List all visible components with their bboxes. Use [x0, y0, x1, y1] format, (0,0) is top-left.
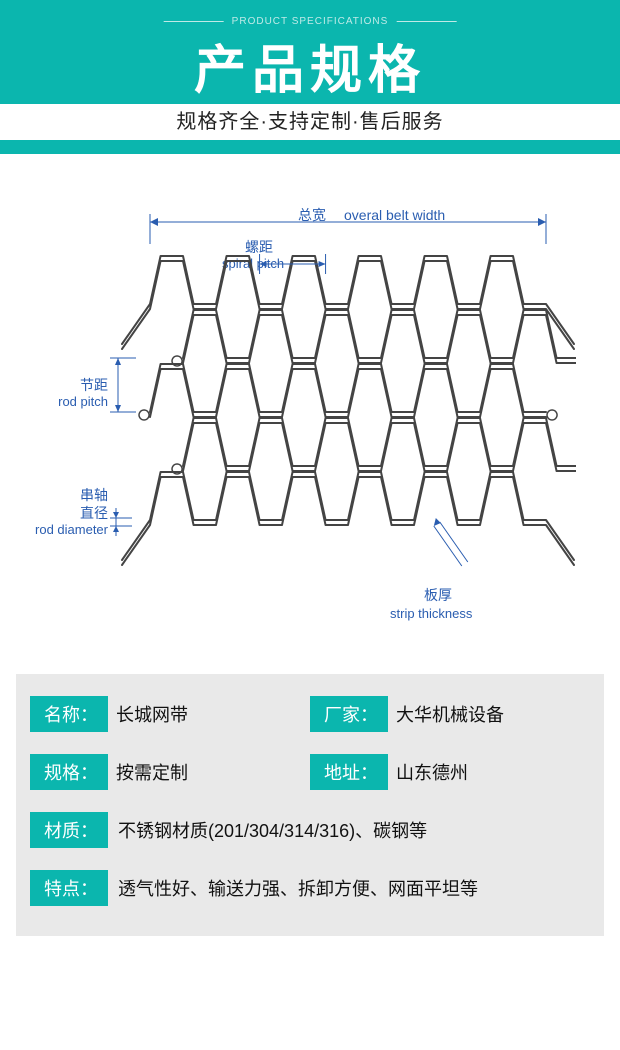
spec-value: 按需定制 — [116, 759, 188, 785]
spec-tag: 规格 — [30, 754, 108, 790]
spec-tag: 材质 — [30, 812, 108, 848]
spec-tag: 地址 — [310, 754, 388, 790]
label-rod-pitch-cn: 节距 — [38, 376, 108, 394]
spec-row-0: 名称 长城网带 厂家 大华机械设备 — [30, 696, 590, 732]
label-rod-diameter-cn2: 直径 — [42, 504, 108, 522]
label-rod-diameter-en: rod diameter — [10, 522, 108, 538]
spec-value: 大华机械设备 — [396, 701, 504, 727]
spec-row-2: 材质 不锈钢材质(201/304/314/316)、碳钢等 — [30, 812, 590, 848]
spec-tag: 厂家 — [310, 696, 388, 732]
belt-diagram-svg-wrap — [110, 214, 576, 574]
spec-tag: 特点 — [30, 870, 108, 906]
spec-row-3: 特点 透气性好、输送力强、拆卸方便、网面平坦等 — [30, 870, 590, 906]
spec-pair: 厂家 大华机械设备 — [310, 696, 590, 732]
specs-card: 名称 长城网带 厂家 大华机械设备 规格 按需定制 地址 山东德州 材质 不锈钢… — [16, 674, 604, 936]
belt-diagram-section: 总宽 overal belt width 螺距 spiral pitch 节距 … — [0, 154, 620, 634]
spec-value: 山东德州 — [396, 759, 468, 785]
label-rod-pitch-en: rod pitch — [18, 394, 108, 410]
spec-pair: 规格 按需定制 — [30, 754, 310, 790]
spec-value: 不锈钢材质(201/304/314/316)、碳钢等 — [118, 817, 427, 843]
spec-pair: 名称 长城网带 — [30, 696, 310, 732]
header-overline: PRODUCT SPECIFICATIONS — [156, 16, 465, 27]
spec-value: 透气性好、输送力强、拆卸方便、网面平坦等 — [118, 875, 478, 901]
label-strip-thickness-en: strip thickness — [390, 606, 472, 622]
spec-tag: 名称 — [30, 696, 108, 732]
spec-pair: 地址 山东德州 — [310, 754, 590, 790]
header-banner: PRODUCT SPECIFICATIONS 产品规格 规格齐全·支持定制·售后… — [0, 0, 620, 154]
belt-diagram-svg — [110, 214, 576, 574]
label-strip-thickness-cn: 板厚 — [424, 586, 452, 604]
header-subtitle: 规格齐全·支持定制·售后服务 — [0, 104, 620, 140]
page-title: 产品规格 — [0, 28, 620, 103]
label-rod-diameter-cn: 串轴 — [42, 486, 108, 504]
spec-row-1: 规格 按需定制 地址 山东德州 — [30, 754, 590, 790]
spec-value: 长城网带 — [116, 701, 188, 727]
